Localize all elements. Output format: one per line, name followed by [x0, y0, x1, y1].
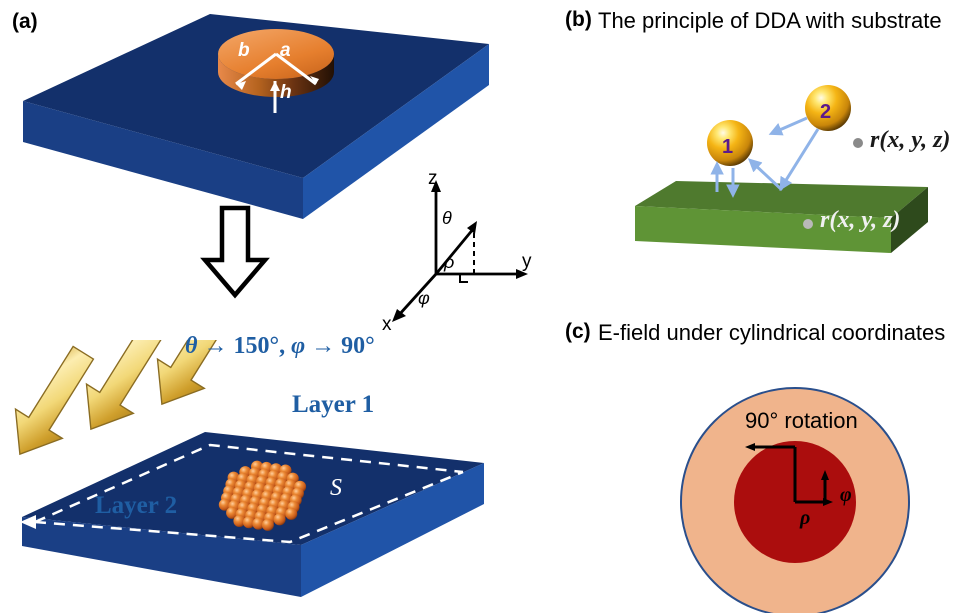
svg-text:y: y	[522, 251, 532, 272]
svg-text:x: x	[382, 314, 392, 335]
svg-text:z: z	[428, 168, 438, 189]
svg-text:2: 2	[820, 101, 831, 123]
svg-text:1: 1	[722, 136, 733, 158]
